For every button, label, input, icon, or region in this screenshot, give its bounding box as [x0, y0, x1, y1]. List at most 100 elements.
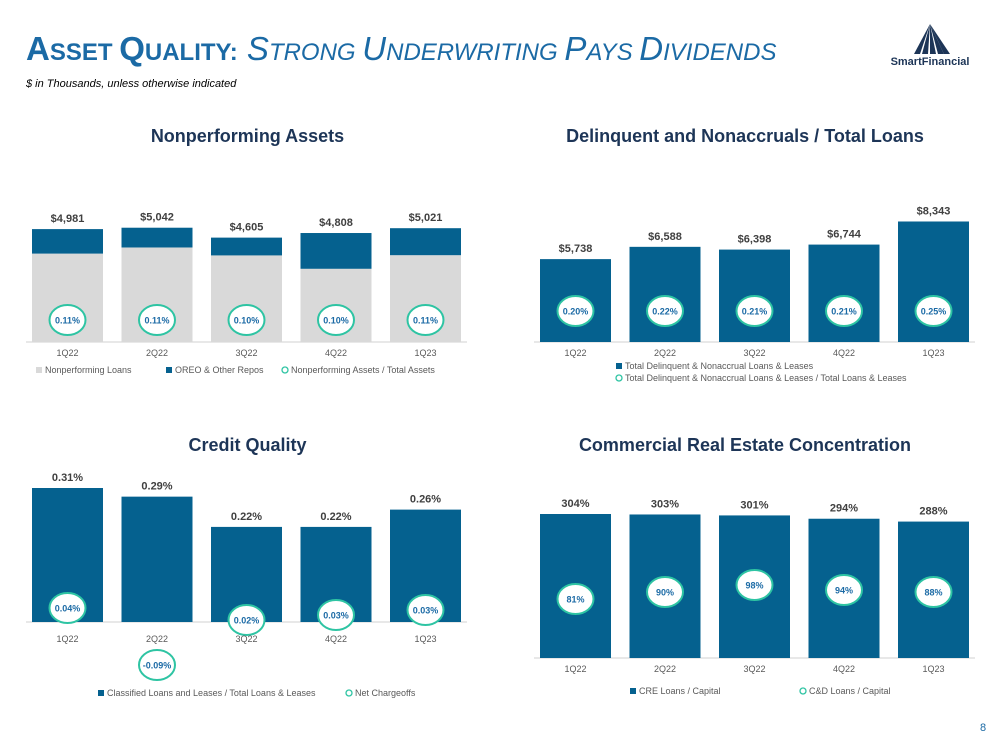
data-label-credit-4: 0.26% — [410, 494, 441, 506]
legend-label-delinq-0: Total Delinquent & Nonaccrual Loans & Le… — [625, 361, 814, 371]
data-label-cre-2: 301% — [740, 499, 768, 511]
legend-marker-cre-1 — [799, 687, 807, 695]
tick-label-npa-4: 1Q23 — [414, 348, 436, 358]
ratio-marker-delinq-0 — [556, 295, 595, 327]
ratio-marker-credit-1 — [138, 649, 176, 681]
bar-delinq-0-1 — [629, 246, 701, 342]
ratio-marker-npa-0 — [48, 304, 87, 336]
data-label-npa-1: $5,042 — [140, 212, 174, 224]
ratio-label-credit-3: 0.03% — [323, 611, 349, 621]
data-label-npa-0: $4,981 — [51, 213, 85, 225]
ratio-marker-credit-4 — [406, 594, 445, 626]
ratio-label-credit-4: 0.03% — [413, 606, 439, 616]
tick-label-cre-4: 1Q23 — [922, 664, 944, 674]
legend-marker-npa-0 — [36, 367, 42, 373]
ratio-label-credit-1: -0.09% — [143, 661, 172, 671]
ratio-label-npa-0: 0.11% — [55, 316, 80, 326]
ratio-marker-npa-3 — [317, 304, 355, 336]
ratio-label-cre-4: 88% — [924, 588, 942, 598]
ratio-label-credit-0: 0.04% — [55, 604, 81, 614]
ratio-label-cre-0: 81% — [566, 595, 584, 605]
tick-label-cre-2: 3Q22 — [743, 664, 765, 674]
tick-label-cre-1: 2Q22 — [654, 664, 676, 674]
ratio-label-delinq-0: 0.20% — [563, 307, 589, 317]
tick-label-npa-1: 2Q22 — [146, 348, 168, 358]
legend-marker-npa-1 — [166, 367, 172, 373]
ratio-marker-npa-2 — [227, 304, 266, 336]
legend-marker-cre-0 — [630, 688, 636, 694]
data-label-credit-0: 0.31% — [52, 472, 83, 484]
data-label-npa-3: $4,808 — [319, 217, 353, 229]
page-title: ASSET QUALITY: STRONG UNDERWRITING PAYS … — [26, 30, 777, 67]
legend-label-delinq-1: Total Delinquent & Nonaccrual Loans & Le… — [625, 373, 907, 383]
chart-title-cre: Commercial Real Estate Concentration — [578, 435, 912, 455]
tick-label-delinq-0: 1Q22 — [564, 348, 586, 358]
ratio-marker-credit-3 — [317, 599, 355, 631]
data-label-delinq-0: $5,738 — [559, 243, 593, 255]
bar-npa-1-2 — [211, 237, 282, 256]
ratio-label-npa-1: 0.11% — [144, 316, 169, 326]
ratio-marker-npa-4 — [406, 304, 445, 336]
ratio-label-npa-2: 0.10% — [234, 316, 260, 326]
legend-label-npa-2: Nonperforming Assets / Total Assets — [291, 365, 435, 375]
data-label-npa-4: $5,021 — [409, 212, 443, 224]
data-label-credit-1: 0.29% — [141, 481, 172, 493]
ratio-marker-credit-2 — [227, 604, 266, 636]
bar-credit-0-1 — [121, 496, 193, 622]
chart-title-delinquent: Delinquent and Nonaccruals / Total Loans — [566, 126, 924, 146]
ratio-label-cre-2: 98% — [745, 581, 763, 591]
ratio-label-cre-3: 94% — [835, 586, 853, 596]
legend-marker-credit-1 — [345, 689, 353, 697]
ratio-marker-cre-0 — [556, 583, 595, 615]
bar-npa-1-4 — [390, 228, 461, 256]
bar-npa-1-0 — [32, 229, 103, 254]
ratio-label-delinq-4: 0.25% — [921, 307, 947, 317]
data-label-cre-1: 303% — [651, 498, 679, 510]
tick-label-cre-3: 4Q22 — [833, 664, 855, 674]
legend-marker-npa-2 — [281, 366, 289, 374]
data-label-cre-4: 288% — [919, 506, 947, 518]
tick-label-credit-2: 3Q22 — [235, 634, 257, 644]
legend-marker-delinq-1 — [615, 374, 623, 382]
ratio-label-credit-2: 0.02% — [234, 616, 260, 626]
ratio-label-npa-4: 0.11% — [413, 316, 438, 326]
ratio-marker-delinq-1 — [646, 295, 684, 327]
ratio-label-delinq-1: 0.22% — [652, 307, 678, 317]
bar-delinq-0-3 — [808, 244, 880, 342]
legend-label-npa-1: OREO & Other Repos — [175, 365, 264, 375]
ratio-marker-cre-4 — [914, 576, 953, 608]
data-label-delinq-1: $6,588 — [648, 231, 682, 243]
data-label-cre-0: 304% — [561, 498, 589, 510]
tick-label-delinq-4: 1Q23 — [922, 348, 944, 358]
tick-label-delinq-2: 3Q22 — [743, 348, 765, 358]
tick-label-npa-2: 3Q22 — [235, 348, 257, 358]
ratio-label-npa-3: 0.10% — [323, 316, 349, 326]
ratio-marker-cre-1 — [646, 576, 684, 608]
legend-label-npa-0: Nonperforming Loans — [45, 365, 132, 375]
legend-label-credit-1: Net Chargeoffs — [355, 688, 416, 698]
ratio-marker-delinq-3 — [825, 295, 863, 327]
data-label-cre-3: 294% — [830, 503, 858, 515]
tick-label-delinq-1: 2Q22 — [654, 348, 676, 358]
tick-label-npa-3: 4Q22 — [325, 348, 347, 358]
legend-marker-credit-0 — [98, 690, 104, 696]
tick-label-credit-4: 1Q23 — [414, 634, 436, 644]
tick-label-credit-3: 4Q22 — [325, 634, 347, 644]
ratio-marker-delinq-4 — [914, 295, 953, 327]
ratio-label-cre-1: 90% — [656, 588, 674, 598]
ratio-marker-npa-1 — [138, 304, 176, 336]
chart-title-credit: Credit Quality — [188, 435, 307, 455]
bar-npa-1-1 — [121, 227, 193, 248]
chart-title-npa: Nonperforming Assets — [150, 126, 345, 146]
company-logo-text: SmartFinancial — [890, 56, 970, 68]
ratio-marker-delinq-2 — [735, 295, 774, 327]
legend-label-cre-0: CRE Loans / Capital — [639, 686, 721, 696]
page-number: 8 — [980, 722, 987, 734]
company-logo-icon — [914, 24, 950, 54]
data-label-delinq-3: $6,744 — [827, 229, 862, 241]
ratio-label-delinq-3: 0.21% — [831, 307, 857, 317]
tick-label-credit-0: 1Q22 — [56, 634, 78, 644]
tick-label-delinq-3: 4Q22 — [833, 348, 855, 358]
legend-label-cre-1: C&D Loans / Capital — [809, 686, 891, 696]
legend-marker-delinq-0 — [616, 363, 622, 369]
